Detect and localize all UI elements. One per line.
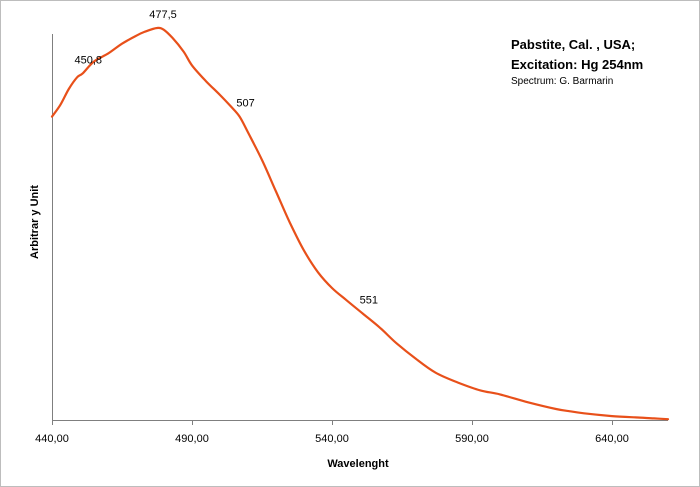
peak-annotation: 551 <box>360 295 378 307</box>
peak-annotation: 450,8 <box>74 54 102 66</box>
peak-annotation: 477,5 <box>149 9 177 21</box>
chart-title-line-2: Excitation: Hg 254nm <box>511 57 643 72</box>
x-tick-labels: 440,00 490,00 540,00 590,00 640,00 <box>35 433 629 445</box>
x-ticks <box>52 420 613 425</box>
peak-annotation: 507 <box>236 98 254 110</box>
x-tick-label: 640,00 <box>595 433 629 445</box>
x-axis-title: Wavelenght <box>327 458 389 470</box>
chart-title-line-1: Pabstite, Cal. , USA; <box>511 37 635 52</box>
annotations: 450,8 477,5 507 551 <box>74 9 378 307</box>
x-tick-label: 540,00 <box>315 433 349 445</box>
x-tick-label: 440,00 <box>35 433 69 445</box>
chart-subtitle: Spectrum: G. Barmarin <box>511 76 613 87</box>
x-tick-label: 490,00 <box>175 433 209 445</box>
x-tick-label: 590,00 <box>455 433 489 445</box>
series-line <box>50 26 670 421</box>
y-axis-title: Arbitrar y Unit <box>29 185 41 259</box>
